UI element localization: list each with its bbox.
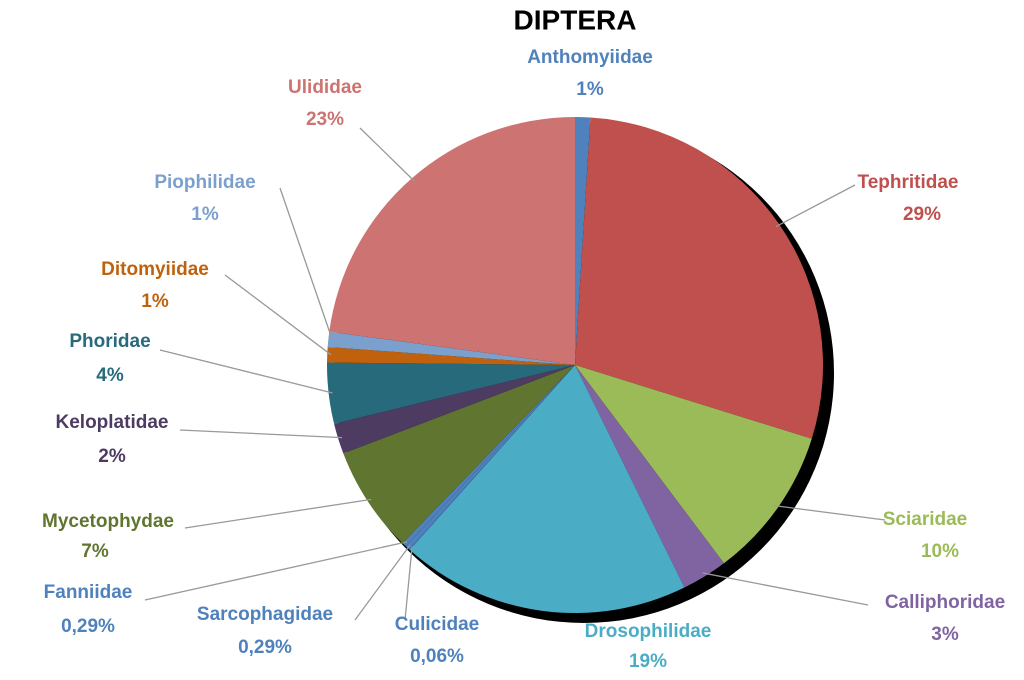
leader-line: [179, 429, 343, 439]
leader-line: [359, 127, 415, 182]
pie-slice: [327, 331, 575, 365]
slice-value-label: 4%: [96, 365, 124, 386]
slice-label: Anthomyiidae: [527, 47, 653, 68]
pie-slice: [575, 365, 724, 588]
slice-value-label: 19%: [629, 651, 667, 672]
slice-label: Sarcophagidae: [197, 604, 333, 625]
pie-slice: [329, 117, 575, 365]
slice-value-label: 7%: [81, 541, 109, 562]
leader-line: [224, 274, 332, 356]
leader-line: [144, 541, 408, 601]
slice-value-label: 2%: [98, 446, 126, 467]
slice-value-label: 1%: [191, 204, 219, 225]
leader-line: [159, 349, 333, 394]
pie-slice: [409, 365, 685, 614]
leader-line: [354, 544, 411, 621]
slice-label: Piophilidae: [154, 172, 255, 193]
leader-line: [184, 498, 372, 529]
leader-line: [279, 187, 333, 340]
pie-slice: [575, 365, 812, 564]
pie-slice: [402, 365, 575, 547]
pie-slice: [405, 365, 575, 550]
slice-label: Tephritidae: [858, 172, 959, 193]
pie-slice: [334, 365, 575, 454]
slice-value-label: 29%: [903, 204, 941, 225]
pie-slice: [409, 365, 575, 550]
slice-value-label: 1%: [576, 79, 604, 100]
slice-value-label: 23%: [306, 109, 344, 130]
slice-label: Phoridae: [69, 331, 150, 352]
slice-label: Keloplatidae: [56, 412, 169, 433]
leader-line: [404, 546, 413, 621]
slice-label: Ulididae: [288, 77, 362, 98]
pie-slice: [575, 117, 823, 439]
slice-label: Fanniidae: [44, 582, 133, 603]
slice-label: Culicidae: [395, 614, 479, 635]
slice-value-label: 10%: [921, 541, 959, 562]
slice-label: Mycetophydae: [42, 511, 174, 532]
slice-value-label: 1%: [141, 291, 169, 312]
pie-slice: [343, 365, 575, 544]
pie-slice: [326, 362, 575, 424]
pie-slice: [575, 117, 591, 365]
pie-slice: [327, 347, 575, 365]
leader-line: [774, 505, 886, 521]
slice-value-label: 0,06%: [410, 646, 464, 667]
slice-label: Drosophilidae: [585, 621, 712, 642]
slice-value-label: 3%: [931, 624, 959, 645]
chart-title: DIPTERA: [514, 4, 637, 35]
slice-value-label: 0,29%: [238, 637, 292, 658]
leader-line: [702, 572, 869, 606]
slice-label: Calliphoridae: [885, 592, 1005, 613]
slice-value-label: 0,29%: [61, 616, 115, 637]
slice-label: Sciaridae: [883, 509, 968, 530]
slice-label: Ditomyiidae: [101, 259, 209, 280]
leader-line: [775, 184, 856, 228]
